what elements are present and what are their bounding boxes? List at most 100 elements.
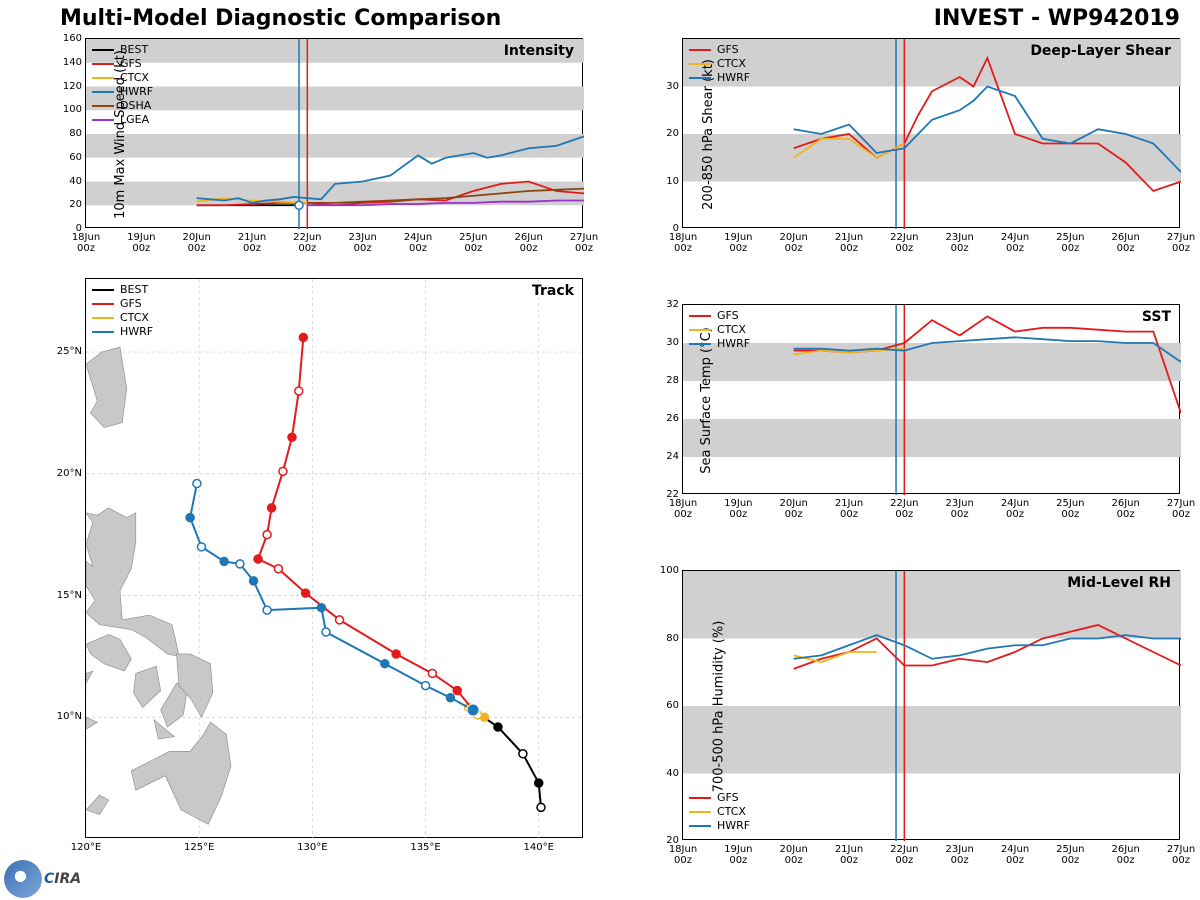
rh-ylabel: 700-500 hPa Humidity (%) [711, 621, 726, 793]
xtick: 27Jun00z [1159, 498, 1200, 520]
xtick: 18Jun00z [661, 498, 705, 520]
intensity-title: Intensity [504, 43, 574, 59]
ytick: 32 [653, 299, 679, 310]
ytick: 80 [56, 128, 82, 139]
legend-swatch [689, 63, 711, 65]
legend-swatch [92, 119, 114, 121]
xtick: 24Jun00z [993, 844, 1037, 866]
legend-swatch [689, 797, 711, 799]
ytick: 25°N [48, 346, 82, 357]
xtick: 19Jun00z [119, 232, 163, 254]
page: Multi-Model Diagnostic Comparison INVEST… [0, 0, 1200, 900]
legend-swatch [92, 317, 114, 319]
xtick: 23Jun00z [938, 844, 982, 866]
legend-swatch [689, 49, 711, 51]
track-legend: BESTGFSCTCXHWRF [92, 283, 153, 339]
rh-legend: GFSCTCXHWRF [689, 791, 750, 833]
xtick: 26Jun00z [1104, 844, 1148, 866]
page-title: Multi-Model Diagnostic Comparison [60, 6, 501, 31]
xtick: 20Jun00z [772, 232, 816, 254]
legend-label: BEST [120, 43, 148, 56]
xtick: 26Jun00z [507, 232, 551, 254]
xtick: 26Jun00z [1104, 232, 1148, 254]
legend-swatch [689, 329, 711, 331]
ytick: 30 [653, 337, 679, 348]
intensity-legend: BESTGFSCTCXHWRFDSHALGEA [92, 43, 153, 127]
track-panel: TrackBESTGFSCTCXHWRF120°E125°E130°E135°E… [85, 278, 583, 838]
legend-item: LGEA [92, 113, 153, 126]
legend-label: CTCX [120, 311, 149, 324]
legend-swatch [689, 315, 711, 317]
xtick: 18Jun00z [661, 844, 705, 866]
ytick: 100 [653, 565, 679, 576]
legend-item: GFS [92, 297, 153, 310]
intensity-panel: Intensity10m Max Wind Speed (kt)02040608… [85, 38, 583, 228]
xtick: 24Jun00z [993, 232, 1037, 254]
ytick: 20°N [48, 468, 82, 479]
sst-legend: GFSCTCXHWRF [689, 309, 750, 351]
legend-swatch [92, 91, 114, 93]
xtick: 20Jun00z [772, 844, 816, 866]
xtick: 23Jun00z [341, 232, 385, 254]
legend-label: DSHA [120, 99, 151, 112]
xtick: 25Jun00z [1048, 844, 1092, 866]
legend-label: GFS [120, 57, 142, 70]
xtick: 19Jun00z [716, 232, 760, 254]
xtick: 21Jun00z [230, 232, 274, 254]
legend-swatch [92, 77, 114, 79]
legend-label: CTCX [717, 323, 746, 336]
legend-item: GFS [92, 57, 153, 70]
storm-id: INVEST - WP942019 [934, 6, 1180, 31]
xtick: 26Jun00z [1104, 498, 1148, 520]
track-title: Track [532, 283, 574, 299]
xtick: 25Jun00z [1048, 498, 1092, 520]
shear-legend: GFSCTCXHWRF [689, 43, 750, 85]
legend-swatch [689, 825, 711, 827]
xtick: 24Jun00z [396, 232, 440, 254]
header: Multi-Model Diagnostic Comparison INVEST… [60, 6, 1180, 31]
legend-item: DSHA [92, 99, 153, 112]
ytick: 20 [653, 128, 679, 139]
legend-item: CTCX [92, 71, 153, 84]
legend-item: GFS [689, 309, 750, 322]
legend-swatch [689, 811, 711, 813]
xtick: 27Jun00z [562, 232, 606, 254]
xtick: 18Jun00z [661, 232, 705, 254]
legend-label: BEST [120, 283, 148, 296]
ytick: 160 [56, 33, 82, 44]
legend-swatch [92, 289, 114, 291]
legend-item: CTCX [689, 323, 750, 336]
xtick: 135°E [404, 842, 448, 853]
xtick: 19Jun00z [716, 844, 760, 866]
globe-icon [4, 860, 42, 898]
ytick: 40 [56, 176, 82, 187]
legend-swatch [689, 77, 711, 79]
ytick: 20 [56, 199, 82, 210]
legend-label: CTCX [717, 805, 746, 818]
ytick: 120 [56, 81, 82, 92]
xtick: 23Jun00z [938, 498, 982, 520]
xtick: 21Jun00z [827, 498, 871, 520]
sst-panel: SSTSea Surface Temp (°C)22242628303218Ju… [682, 304, 1180, 494]
ytick: 80 [653, 633, 679, 644]
xtick: 24Jun00z [993, 498, 1037, 520]
legend-label: GFS [120, 297, 142, 310]
legend-label: GFS [717, 791, 739, 804]
ytick: 26 [653, 413, 679, 424]
xtick: 125°E [177, 842, 221, 853]
legend-label: HWRF [717, 71, 750, 84]
ytick: 100 [56, 104, 82, 115]
legend-item: GFS [689, 791, 750, 804]
sst-title: SST [1142, 309, 1171, 325]
xtick: 25Jun00z [451, 232, 495, 254]
ytick: 140 [56, 57, 82, 68]
shear-panel: Deep-Layer Shear200-850 hPa Shear (kt)01… [682, 38, 1180, 228]
legend-label: HWRF [717, 819, 750, 832]
legend-swatch [92, 49, 114, 51]
legend-item: GFS [689, 43, 750, 56]
legend-swatch [92, 303, 114, 305]
xtick: 25Jun00z [1048, 232, 1092, 254]
shear-title: Deep-Layer Shear [1030, 43, 1171, 59]
legend-label: HWRF [120, 85, 153, 98]
legend-label: HWRF [120, 325, 153, 338]
